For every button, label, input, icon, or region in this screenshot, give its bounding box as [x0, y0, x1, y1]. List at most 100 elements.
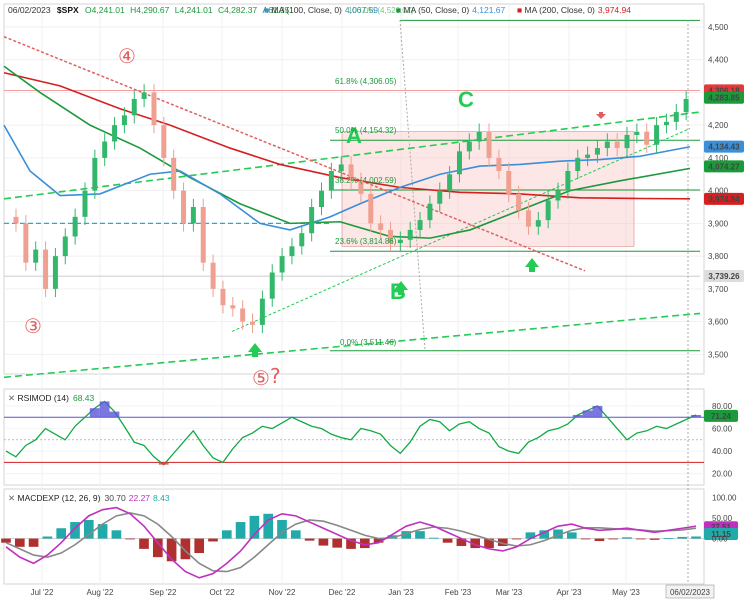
price-tick-label: 4,000	[708, 187, 729, 196]
header-low: L4,241.01	[175, 5, 213, 15]
x-tick-label: Aug '22	[87, 588, 114, 597]
candle-body	[447, 174, 453, 191]
rsi-header: ✕ RSIMOD (14) 68.43	[8, 393, 95, 403]
candle-body	[230, 305, 236, 309]
arrow-up-icon-stem	[529, 266, 535, 272]
price-panel[interactable]	[3, 3, 705, 375]
candle-body	[171, 157, 177, 191]
candle-body	[151, 92, 157, 126]
candle-body	[121, 115, 127, 126]
macd-histogram-bar	[677, 536, 688, 539]
candle-body	[417, 220, 423, 230]
candle-body	[397, 239, 403, 244]
macd-histogram-bar	[125, 538, 136, 540]
candle-body	[516, 193, 522, 211]
candle-body	[92, 157, 98, 191]
wave-4-annotation: ④	[118, 44, 136, 68]
candle-body	[634, 131, 640, 135]
wave-a-label: A	[346, 123, 362, 148]
macd-histogram-bar	[332, 538, 343, 548]
candle-body	[673, 112, 679, 122]
candle-body	[200, 207, 206, 263]
macd-last-label: 27.51	[711, 523, 732, 532]
ma100-legend[interactable]: ■ MA (100, Close, 0) 4,067.59	[264, 5, 378, 15]
ma100-line	[3, 65, 691, 239]
rsi-tick-label: 40.00	[712, 447, 733, 456]
wave-5-annotation: ⑤	[252, 366, 270, 390]
x-tick-label: Oct '22	[209, 588, 235, 597]
price-layers	[3, 19, 701, 584]
macd-histogram-bar	[691, 536, 701, 539]
candle-body	[348, 164, 354, 181]
macd-histogram-bar	[580, 538, 591, 540]
candle-body	[506, 170, 512, 194]
price-tick-label: 3,800	[708, 252, 729, 261]
macd-histogram-bar	[428, 537, 439, 539]
ma50-legend[interactable]: ■ MA (50, Close, 0) 4,121.67	[396, 5, 506, 15]
falling-trend-line	[3, 36, 586, 272]
header-high: H4,290.67	[130, 5, 169, 15]
macd-histogram-bar	[28, 538, 39, 547]
macd-histogram-bar	[553, 529, 563, 539]
macd-panel[interactable]	[3, 488, 705, 585]
macd-histogram-bar	[359, 538, 370, 549]
price-label: 3,974.94	[708, 195, 740, 204]
macd-histogram-bar	[635, 538, 646, 540]
rsi-overbought-fill	[691, 414, 701, 418]
macd-histogram-bar	[249, 515, 260, 539]
arrow-down-icon	[596, 114, 606, 119]
rsi-layers: 71.24	[4, 400, 738, 466]
rsi-overbought-fill	[99, 401, 110, 418]
macd-histogram-bar	[525, 532, 536, 539]
macd-histogram-bar	[497, 538, 508, 546]
candle-body	[555, 190, 561, 201]
ma50-swatch: ■	[396, 5, 404, 15]
rsi-line	[5, 400, 697, 466]
x-tick-label: Apr '23	[556, 588, 582, 597]
candle-body	[683, 98, 689, 113]
macd-histogram-bar	[97, 524, 108, 539]
candle-body	[309, 207, 315, 234]
macd-histogram-bar	[1, 538, 11, 543]
header-symbol: $SPX	[57, 5, 79, 15]
candle-body	[486, 131, 492, 158]
candle-body	[644, 131, 650, 145]
x-tick-label: Sep '22	[150, 588, 177, 597]
vertical-marker-line	[399, 19, 426, 351]
candle-body	[13, 216, 19, 224]
macd-histogram-bar	[511, 538, 522, 540]
price-label: 4,283.85	[708, 94, 740, 103]
macd-histogram-bar	[373, 538, 384, 543]
price-label-box	[704, 160, 744, 173]
candle-body	[427, 203, 433, 221]
macd-histogram-bar	[663, 538, 674, 539]
macd-histogram-bar	[346, 538, 356, 549]
rising-trend-line	[231, 127, 691, 332]
macd-histogram-bar	[566, 532, 577, 539]
ma100-swatch: ■	[264, 5, 272, 15]
ma200-legend[interactable]: ■ MA (200, Close, 0) 3,974.94	[517, 5, 631, 15]
header-close: C4,282.37	[218, 5, 257, 15]
macd-histogram-bar	[83, 519, 94, 539]
candle-body	[72, 216, 78, 237]
rsi-tick-label: 60.00	[712, 425, 733, 434]
gridlines	[4, 4, 704, 584]
candle-body	[161, 125, 167, 158]
header-change: Λ61.35	[263, 5, 290, 15]
x-tick-label: Jul '22	[31, 588, 54, 597]
candle-body	[269, 272, 275, 299]
price-tick-label: 4,500	[708, 23, 729, 32]
macd-histogram-bar	[221, 530, 232, 539]
macd-histogram-bar	[484, 538, 494, 549]
fib-618-label: 61.8% (4,306.05)	[335, 77, 397, 86]
macd-histogram-bar	[318, 538, 329, 546]
price-tick-label: 3,900	[708, 219, 729, 228]
price-tick-label: 3,700	[708, 285, 729, 294]
candle-body	[358, 180, 364, 194]
candle-body	[289, 246, 295, 257]
candle-body	[319, 190, 325, 208]
rsi-tick-label: 80.00	[712, 402, 733, 411]
rsi-overbought-fill	[572, 414, 583, 418]
